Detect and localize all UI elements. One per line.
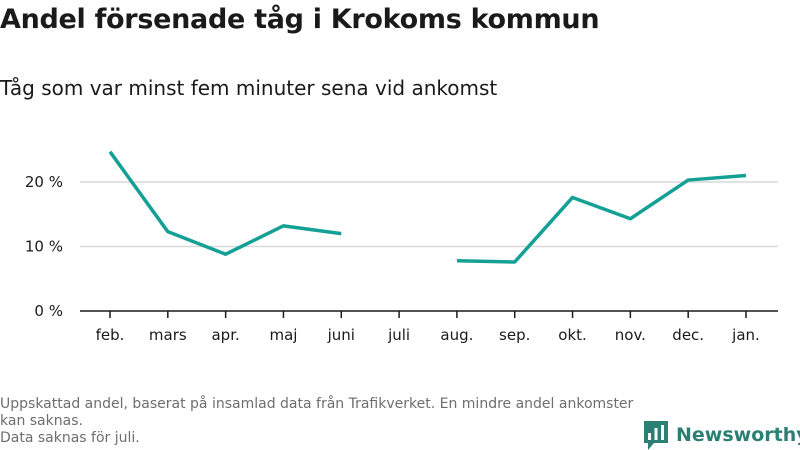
x-tick-label: maj <box>269 326 297 344</box>
x-tick-label: juli <box>387 326 410 344</box>
y-axis-labels: 0 % 10 % 20 % <box>25 173 63 320</box>
gridlines <box>80 181 778 248</box>
x-tick-label: nov. <box>615 326 646 344</box>
series-lines <box>108 150 747 264</box>
x-tick-label: aug. <box>440 326 473 344</box>
series-line-segment <box>456 173 747 264</box>
x-tick-label: juni <box>327 326 355 344</box>
chart-title: Andel försenade tåg i Krokoms kommun <box>0 4 600 35</box>
footnote: Uppskattad andel, baserat på insamlad da… <box>0 396 640 447</box>
series-line-segment <box>108 150 342 256</box>
x-tick-label: feb. <box>96 326 125 344</box>
footnote-missing-data: Data saknas för juli. <box>0 430 140 446</box>
x-tick-label: sep. <box>499 326 530 344</box>
x-axis-labels: feb. mars apr. maj juni juli aug. sep. okt. nov. d… <box>96 326 760 344</box>
brand-name: Newsworthy <box>676 424 800 446</box>
x-tick-label: okt. <box>558 326 587 344</box>
x-tick-label: mars <box>149 326 187 344</box>
y-tick-label: 20 % <box>25 173 63 191</box>
x-tick-label: dec. <box>672 326 704 344</box>
x-axis <box>80 310 778 318</box>
x-tick-label: apr. <box>211 326 239 344</box>
footnote-source: Uppskattad andel, baserat på insamlad da… <box>0 396 634 429</box>
chart-subtitle: Tåg som var minst fem minuter sena vid a… <box>0 76 498 100</box>
y-tick-label: 10 % <box>25 238 63 256</box>
x-tick-label: jan. <box>731 326 760 344</box>
y-tick-label: 0 % <box>34 302 63 320</box>
line-chart: 0 % 10 % 20 % feb. mars apr. maj juni juli aug. s… <box>25 150 778 344</box>
brand-logo[interactable]: Newsworthy <box>644 420 800 450</box>
newsworthy-logo-icon <box>644 420 668 450</box>
